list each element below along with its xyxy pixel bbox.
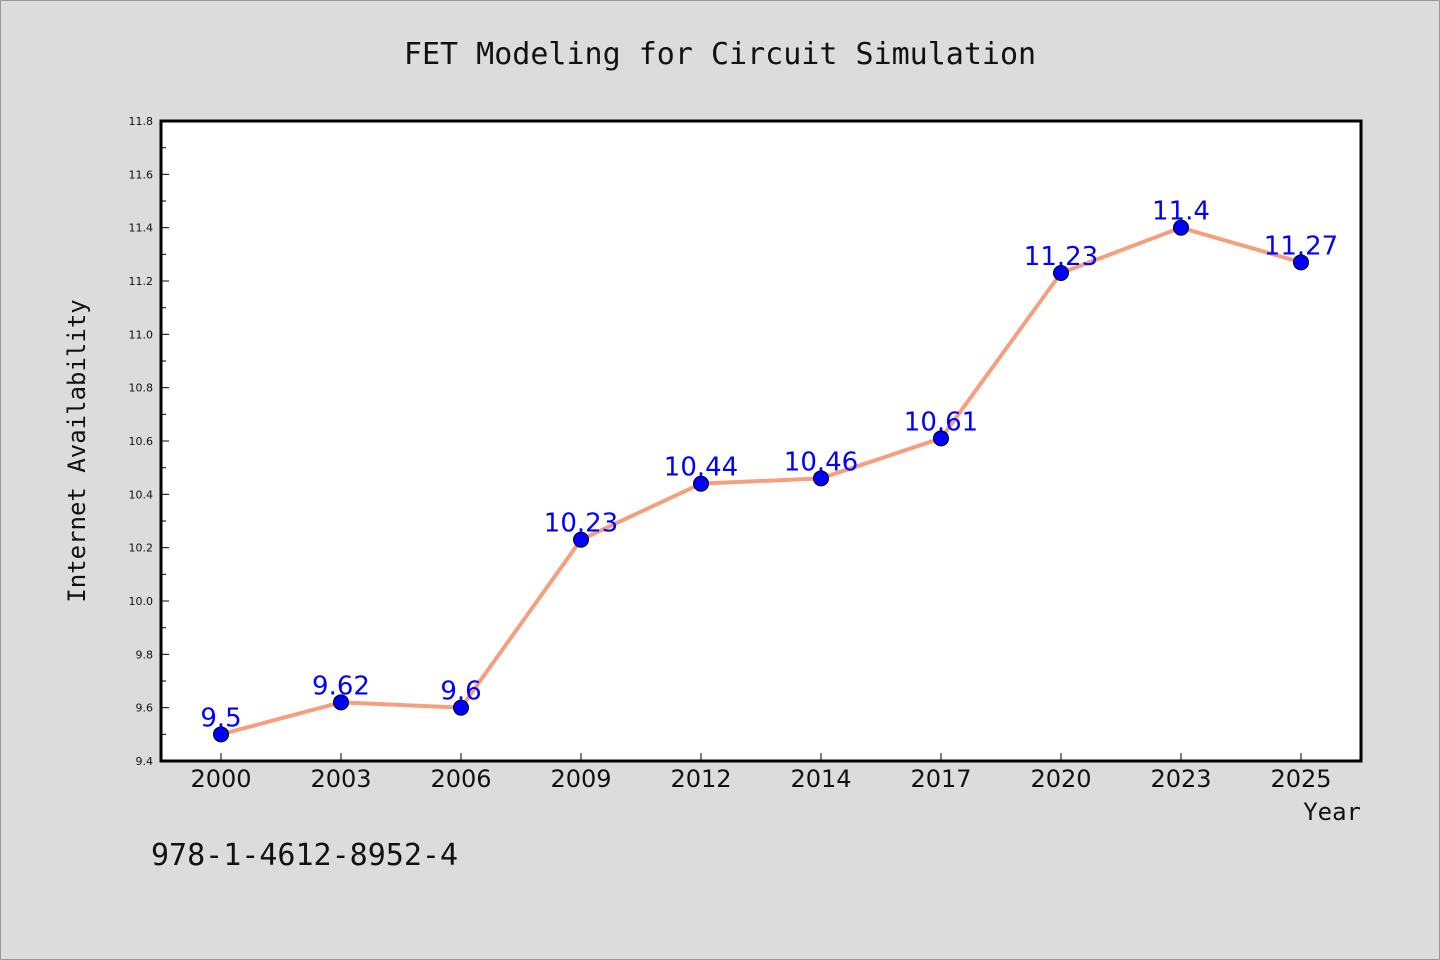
data-point <box>333 694 349 711</box>
y-tick-label: 9.4 <box>136 755 154 768</box>
data-point <box>453 699 469 716</box>
data-point <box>933 430 949 447</box>
y-tick-label: 11.0 <box>129 328 154 341</box>
chart-title: FET Modeling for Circuit Simulation <box>404 37 1036 72</box>
data-label: 11.23 <box>1024 242 1098 272</box>
data-label: 10.23 <box>544 509 618 539</box>
y-tick-label: 9.8 <box>136 648 154 661</box>
y-tick-label: 10.4 <box>129 488 154 501</box>
y-tick-label: 11.8 <box>129 115 154 128</box>
x-tick-label: 2009 <box>550 765 611 793</box>
y-tick-label: 10.8 <box>129 382 154 395</box>
x-tick-label: 2014 <box>790 765 851 793</box>
data-label: 9.62 <box>312 671 370 701</box>
plot-area <box>159 119 1363 763</box>
x-tick-label: 2006 <box>430 765 491 793</box>
footer-isbn: 978-1-4612-8952-4 <box>151 838 458 873</box>
data-point <box>573 531 589 548</box>
series-line <box>220 225 1302 737</box>
data-label: 11.27 <box>1264 231 1338 261</box>
y-tick-label: 11.4 <box>129 222 154 235</box>
data-label: 10.44 <box>664 453 738 483</box>
y-tick-label: 10.0 <box>129 595 154 608</box>
y-tick-label: 11.2 <box>129 275 154 288</box>
y-axis-label: Internet Availability <box>63 299 91 602</box>
data-point <box>693 475 709 492</box>
data-point <box>1293 254 1309 271</box>
y-tick-label: 11.6 <box>129 168 154 181</box>
data-label: 11.4 <box>1152 197 1210 227</box>
x-tick-label: 2000 <box>190 765 251 793</box>
x-axis-label: Year <box>1303 798 1361 826</box>
x-tick-label: 2023 <box>1150 765 1211 793</box>
y-tick-label: 10.2 <box>129 542 154 555</box>
y-axis: 9.4 9.6 9.8 10.0 10.2 10.4 10.6 10.8 11.0 11.2 11.… <box>129 115 169 768</box>
data-label: 9.6 <box>440 677 481 707</box>
y-tick-label: 10.6 <box>129 435 154 448</box>
data-series: 9.5 9.62 9.6 10.23 10.44 10.46 10.61 11.23 11.4 1… <box>200 197 1338 743</box>
x-tick-label: 2017 <box>910 765 971 793</box>
data-point <box>1173 219 1189 236</box>
data-label: 9.5 <box>200 703 241 733</box>
data-point <box>813 470 829 487</box>
data-label: 10.46 <box>784 447 858 477</box>
x-tick-label: 2012 <box>670 765 731 793</box>
x-tick-label: 2020 <box>1030 765 1091 793</box>
x-tick-label: 2025 <box>1270 765 1331 793</box>
data-label: 10.61 <box>904 407 978 437</box>
data-point <box>1053 265 1069 281</box>
x-axis: 2000 2003 2006 2009 2012 2014 2017 2020 2023 2025 <box>190 753 1332 793</box>
x-tick-label: 2003 <box>310 765 371 793</box>
data-point <box>213 726 229 743</box>
y-tick-label: 9.6 <box>136 702 154 715</box>
